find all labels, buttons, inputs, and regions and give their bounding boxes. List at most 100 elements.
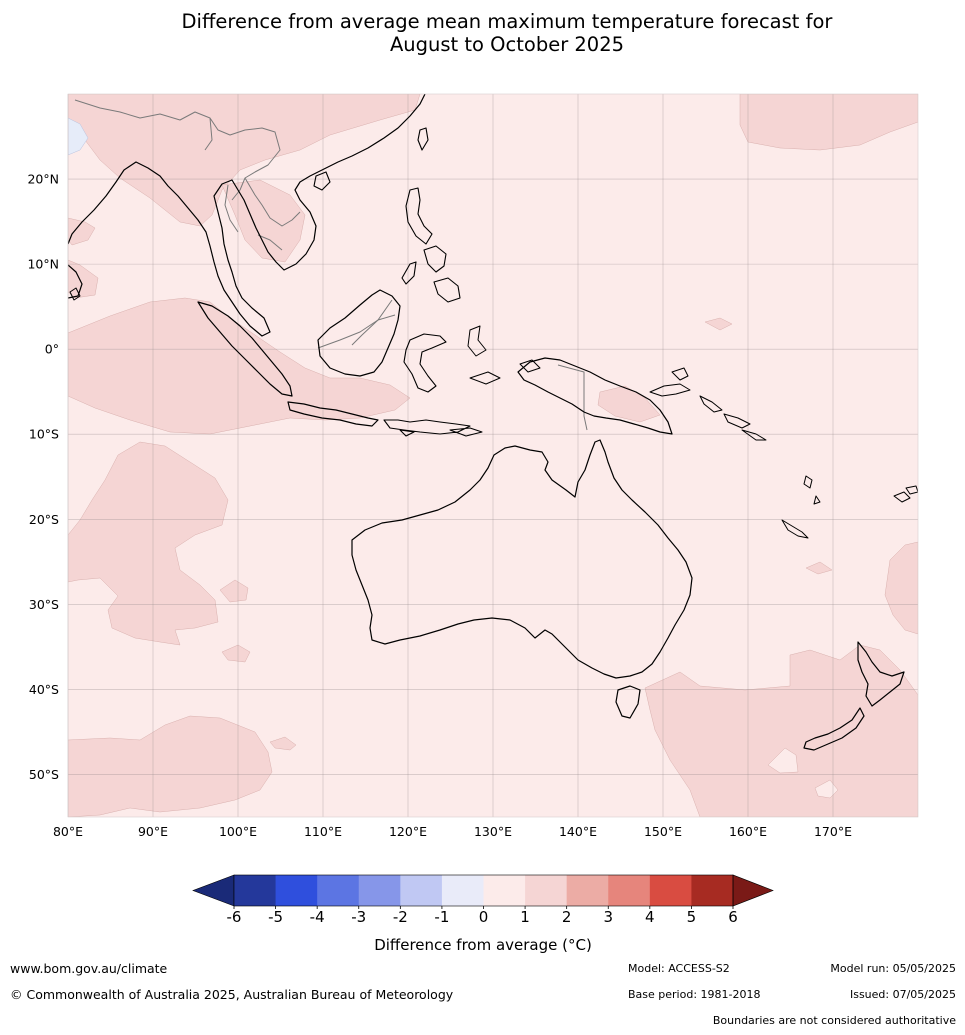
longitude-labels: 80°E 90°E 100°E 110°E 120°E 130°E 140°E 150°E 16… [53,824,852,839]
coast-java [287,401,379,427]
colorbar-tick-label: -2 [393,908,408,926]
anomaly-patch-south-indian-4 [269,736,297,751]
coast-hainan [313,171,331,191]
coast-new-zealand-south [803,707,865,751]
coast-se-asia-mainland [68,94,426,337]
lon-label: 100°E [219,824,257,839]
colorbar-tick-label: -5 [268,908,283,926]
footer-issued: Issued: 07/05/2025 [849,988,956,1001]
lon-label: 140°E [559,824,597,839]
anomaly-patch-southeast-asia-land [221,179,306,263]
coast-fiji [893,485,918,503]
footer-model: Model: ACCESS-S2 [628,962,730,975]
colorbar-segment [441,875,484,906]
colorbar: -6 -5 -4 -3 -2 -1 0 1 2 3 4 5 6 [192,874,774,926]
colorbar-segment [608,875,651,906]
cool-patch-northwest [68,117,89,156]
borneo-border [317,314,396,349]
coast-sumatra [197,301,293,397]
anomaly-patch-southern-ocean [68,715,273,817]
lon-label: 130°E [474,824,512,839]
colorbar-tick-label: -4 [310,908,325,926]
colorbar-tick-label: 0 [479,908,489,926]
colorbar-segment [317,875,360,906]
colorbar-segment [275,875,318,906]
coast-tasmania [615,685,641,719]
neutral-spot-tasman [767,747,799,774]
colorbar-label: Difference from average (°C) [374,936,592,954]
anomaly-patch-pacific-small [704,317,733,331]
coastlines [68,94,918,751]
coast-philippines [401,187,461,303]
colorbar-segment [483,875,526,906]
anomaly-patch-west-pacific [739,94,918,151]
anomaly-patch-central-pacific [884,541,918,635]
colorbar-tick-label: -6 [227,908,242,926]
lat-label: 20°S [29,512,59,527]
colorbar-segment [691,875,734,906]
anomaly-patch-tasman [644,644,918,817]
colorbar-tick-label: 6 [728,908,738,926]
coast-solomon-islands [699,395,767,441]
map-frame [67,93,919,818]
colorbar-tick-label: 2 [562,908,572,926]
colorbar-segment [566,875,609,906]
colorbar-tick-label: 5 [687,908,697,926]
colorbar-segment [525,875,568,906]
footer-copyright: © Commonwealth of Australia 2025, Austra… [10,987,454,1002]
lon-label: 170°E [814,824,852,839]
lat-label: 10°S [29,427,59,442]
anomaly-patch-pacific-small-2 [805,561,833,575]
lat-label: 40°S [29,682,59,697]
colorbar-extend-low [192,874,235,907]
coast-new-britain [649,367,691,397]
latitude-labels: 20°N 10°N 0° 10°S 20°S 30°S 40°S 50°S [27,172,59,782]
title-line-1: Difference from average mean maximum tem… [181,10,833,33]
colorbar-extend-high [732,874,774,907]
lon-label: 80°E [53,824,83,839]
coast-lesser-sunda [383,419,483,437]
coast-australia [351,439,693,679]
coast-vanuatu [803,475,821,505]
graticule [67,94,918,817]
anomaly-patch-south-indian-2 [219,579,249,603]
coast-new-caledonia [781,519,809,539]
lat-label: 0° [45,342,59,357]
anomaly-patch-equatorial-indian [68,297,411,435]
colorbar-tick-label: -3 [351,908,366,926]
footer-disclaimer: Boundaries are not considered authoritat… [712,1014,956,1027]
coast-india-bay [68,264,83,299]
title-line-2: August to October 2025 [389,33,625,56]
coast-moluccas [467,325,541,385]
anomaly-patch-png [597,385,661,423]
colorbar-tick-label: 3 [603,908,613,926]
border-lines [74,99,588,431]
coast-new-guinea [517,357,673,435]
lon-label: 110°E [304,824,342,839]
colorbar-tick-label: -1 [434,908,449,926]
colorbar-segment [234,875,276,906]
colorbar-tick-label: 1 [520,908,530,926]
lat-label: 10°N [27,257,59,272]
footer-base-period: Base period: 1981-2018 [628,988,761,1001]
lat-label: 30°S [29,597,59,612]
anomaly-patch-south-indian-1 [68,441,229,646]
neutral-spot-tasman-2 [814,779,839,799]
coast-new-zealand-north [857,641,905,707]
footer-website: www.bom.gov.au/climate [10,961,168,976]
lon-label: 90°E [138,824,168,839]
coast-taiwan [417,127,429,151]
colorbar-segment [649,875,692,906]
colorbar-segment [358,875,401,906]
anomaly-patch-bay [68,217,96,246]
anomaly-shading [68,94,918,817]
lon-label: 120°E [389,824,427,839]
anomaly-patch-south-indian-3 [221,644,251,663]
anomaly-patch-se-asia [68,94,421,227]
lon-label: 150°E [644,824,682,839]
lat-label: 50°S [29,767,59,782]
coast-sulawesi [403,333,447,393]
colorbar-tick-label: 4 [645,908,655,926]
lat-label: 20°N [27,172,59,187]
